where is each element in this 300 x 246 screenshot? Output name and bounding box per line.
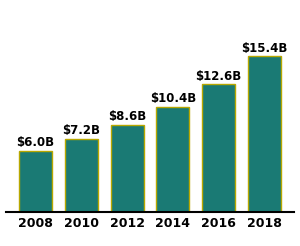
Text: $7.2B: $7.2B [62, 124, 100, 137]
Bar [19, 151, 52, 212]
Text: $15.4B: $15.4B [241, 42, 288, 55]
Text: $8.6B: $8.6B [108, 110, 146, 123]
Bar [156, 107, 189, 212]
Bar [248, 56, 281, 212]
Text: $12.6B: $12.6B [196, 70, 242, 83]
Bar [65, 139, 98, 212]
Text: $10.4B: $10.4B [150, 92, 196, 105]
Text: $6.0B: $6.0B [16, 137, 55, 150]
Bar [202, 84, 235, 212]
Bar [111, 125, 144, 212]
